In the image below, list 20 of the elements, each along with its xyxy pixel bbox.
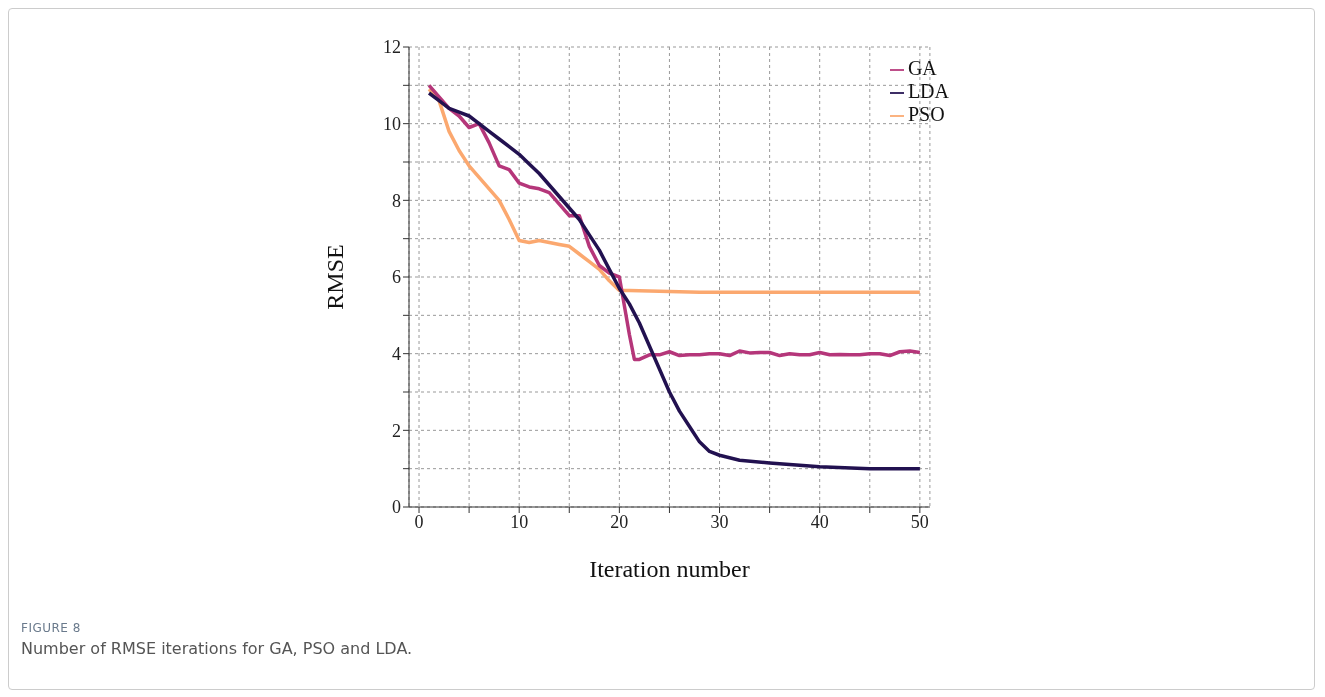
y-axis-title: RMSE xyxy=(321,244,348,310)
y-tick-label: 6 xyxy=(392,267,401,288)
y-tick-label: 2 xyxy=(392,420,401,441)
x-tick-label: 40 xyxy=(810,511,829,532)
x-axis-title: Iteration number xyxy=(589,556,750,582)
text: Number of RMSE iterations for GA, PSO and LDA. xyxy=(21,639,413,658)
y-tick-label: 12 xyxy=(383,37,401,58)
legend-label: GA xyxy=(907,57,937,79)
y-tick-label: 4 xyxy=(392,344,401,365)
legend-label: PSO xyxy=(907,103,945,125)
y-tick-label: 10 xyxy=(383,114,401,135)
y-tick-label: 8 xyxy=(392,190,401,211)
x-tick-label: 0 xyxy=(414,511,424,532)
caption: FIGURE 8 xyxy=(21,621,82,635)
legend-label: LDA xyxy=(907,80,949,102)
y-tick-label: 0 xyxy=(392,497,401,518)
x-tick-label: 10 xyxy=(510,511,529,532)
x-tick-label: 20 xyxy=(610,511,629,532)
x-tick-label: 50 xyxy=(910,511,929,532)
x-tick-label: 30 xyxy=(710,511,729,532)
